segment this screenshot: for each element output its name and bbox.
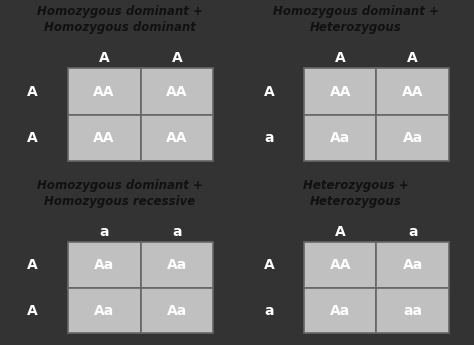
Bar bbox=[68, 115, 141, 161]
Bar bbox=[376, 115, 449, 161]
Text: A: A bbox=[335, 225, 346, 239]
Text: A: A bbox=[27, 131, 38, 145]
Bar bbox=[376, 242, 449, 288]
Bar bbox=[141, 288, 213, 333]
Text: a: a bbox=[172, 225, 182, 239]
Text: a: a bbox=[264, 131, 274, 145]
Text: AA: AA bbox=[329, 85, 351, 99]
Text: aa: aa bbox=[403, 304, 422, 317]
Text: A: A bbox=[407, 51, 418, 65]
Text: AA: AA bbox=[93, 131, 115, 145]
Text: Aa: Aa bbox=[402, 131, 423, 145]
Text: A: A bbox=[264, 258, 274, 272]
Text: AA: AA bbox=[166, 85, 188, 99]
Text: Aa: Aa bbox=[94, 304, 114, 317]
Text: Aa: Aa bbox=[402, 258, 423, 272]
Text: a: a bbox=[100, 225, 109, 239]
Text: A: A bbox=[27, 85, 38, 99]
Text: AA: AA bbox=[329, 258, 351, 272]
Text: A: A bbox=[27, 258, 38, 272]
Text: Aa: Aa bbox=[330, 304, 350, 317]
Text: A: A bbox=[27, 304, 38, 317]
Text: AA: AA bbox=[402, 85, 423, 99]
Text: Homozygous dominant +
Heterozygous: Homozygous dominant + Heterozygous bbox=[273, 5, 438, 34]
Bar bbox=[68, 242, 141, 288]
Text: a: a bbox=[408, 225, 418, 239]
Text: A: A bbox=[264, 85, 274, 99]
Text: Homozygous dominant +
Homozygous recessive: Homozygous dominant + Homozygous recessi… bbox=[36, 179, 202, 208]
Text: a: a bbox=[264, 304, 274, 317]
Text: Homozygous dominant +
Homozygous dominant: Homozygous dominant + Homozygous dominan… bbox=[36, 5, 202, 34]
Bar bbox=[376, 288, 449, 333]
Bar bbox=[141, 242, 213, 288]
Text: A: A bbox=[99, 51, 109, 65]
Text: Heterozygous +
Heterozygous: Heterozygous + Heterozygous bbox=[302, 179, 409, 208]
Bar bbox=[304, 288, 376, 333]
Text: Aa: Aa bbox=[94, 258, 114, 272]
Bar bbox=[68, 68, 141, 115]
Text: A: A bbox=[172, 51, 182, 65]
Bar bbox=[141, 68, 213, 115]
Bar bbox=[304, 68, 376, 115]
Text: Aa: Aa bbox=[330, 131, 350, 145]
Bar bbox=[304, 242, 376, 288]
Bar bbox=[376, 68, 449, 115]
Bar bbox=[68, 288, 141, 333]
Text: A: A bbox=[335, 51, 346, 65]
Text: Aa: Aa bbox=[167, 304, 187, 317]
Text: Aa: Aa bbox=[167, 258, 187, 272]
Bar bbox=[304, 115, 376, 161]
Text: AA: AA bbox=[166, 131, 188, 145]
Text: AA: AA bbox=[93, 85, 115, 99]
Bar bbox=[141, 115, 213, 161]
